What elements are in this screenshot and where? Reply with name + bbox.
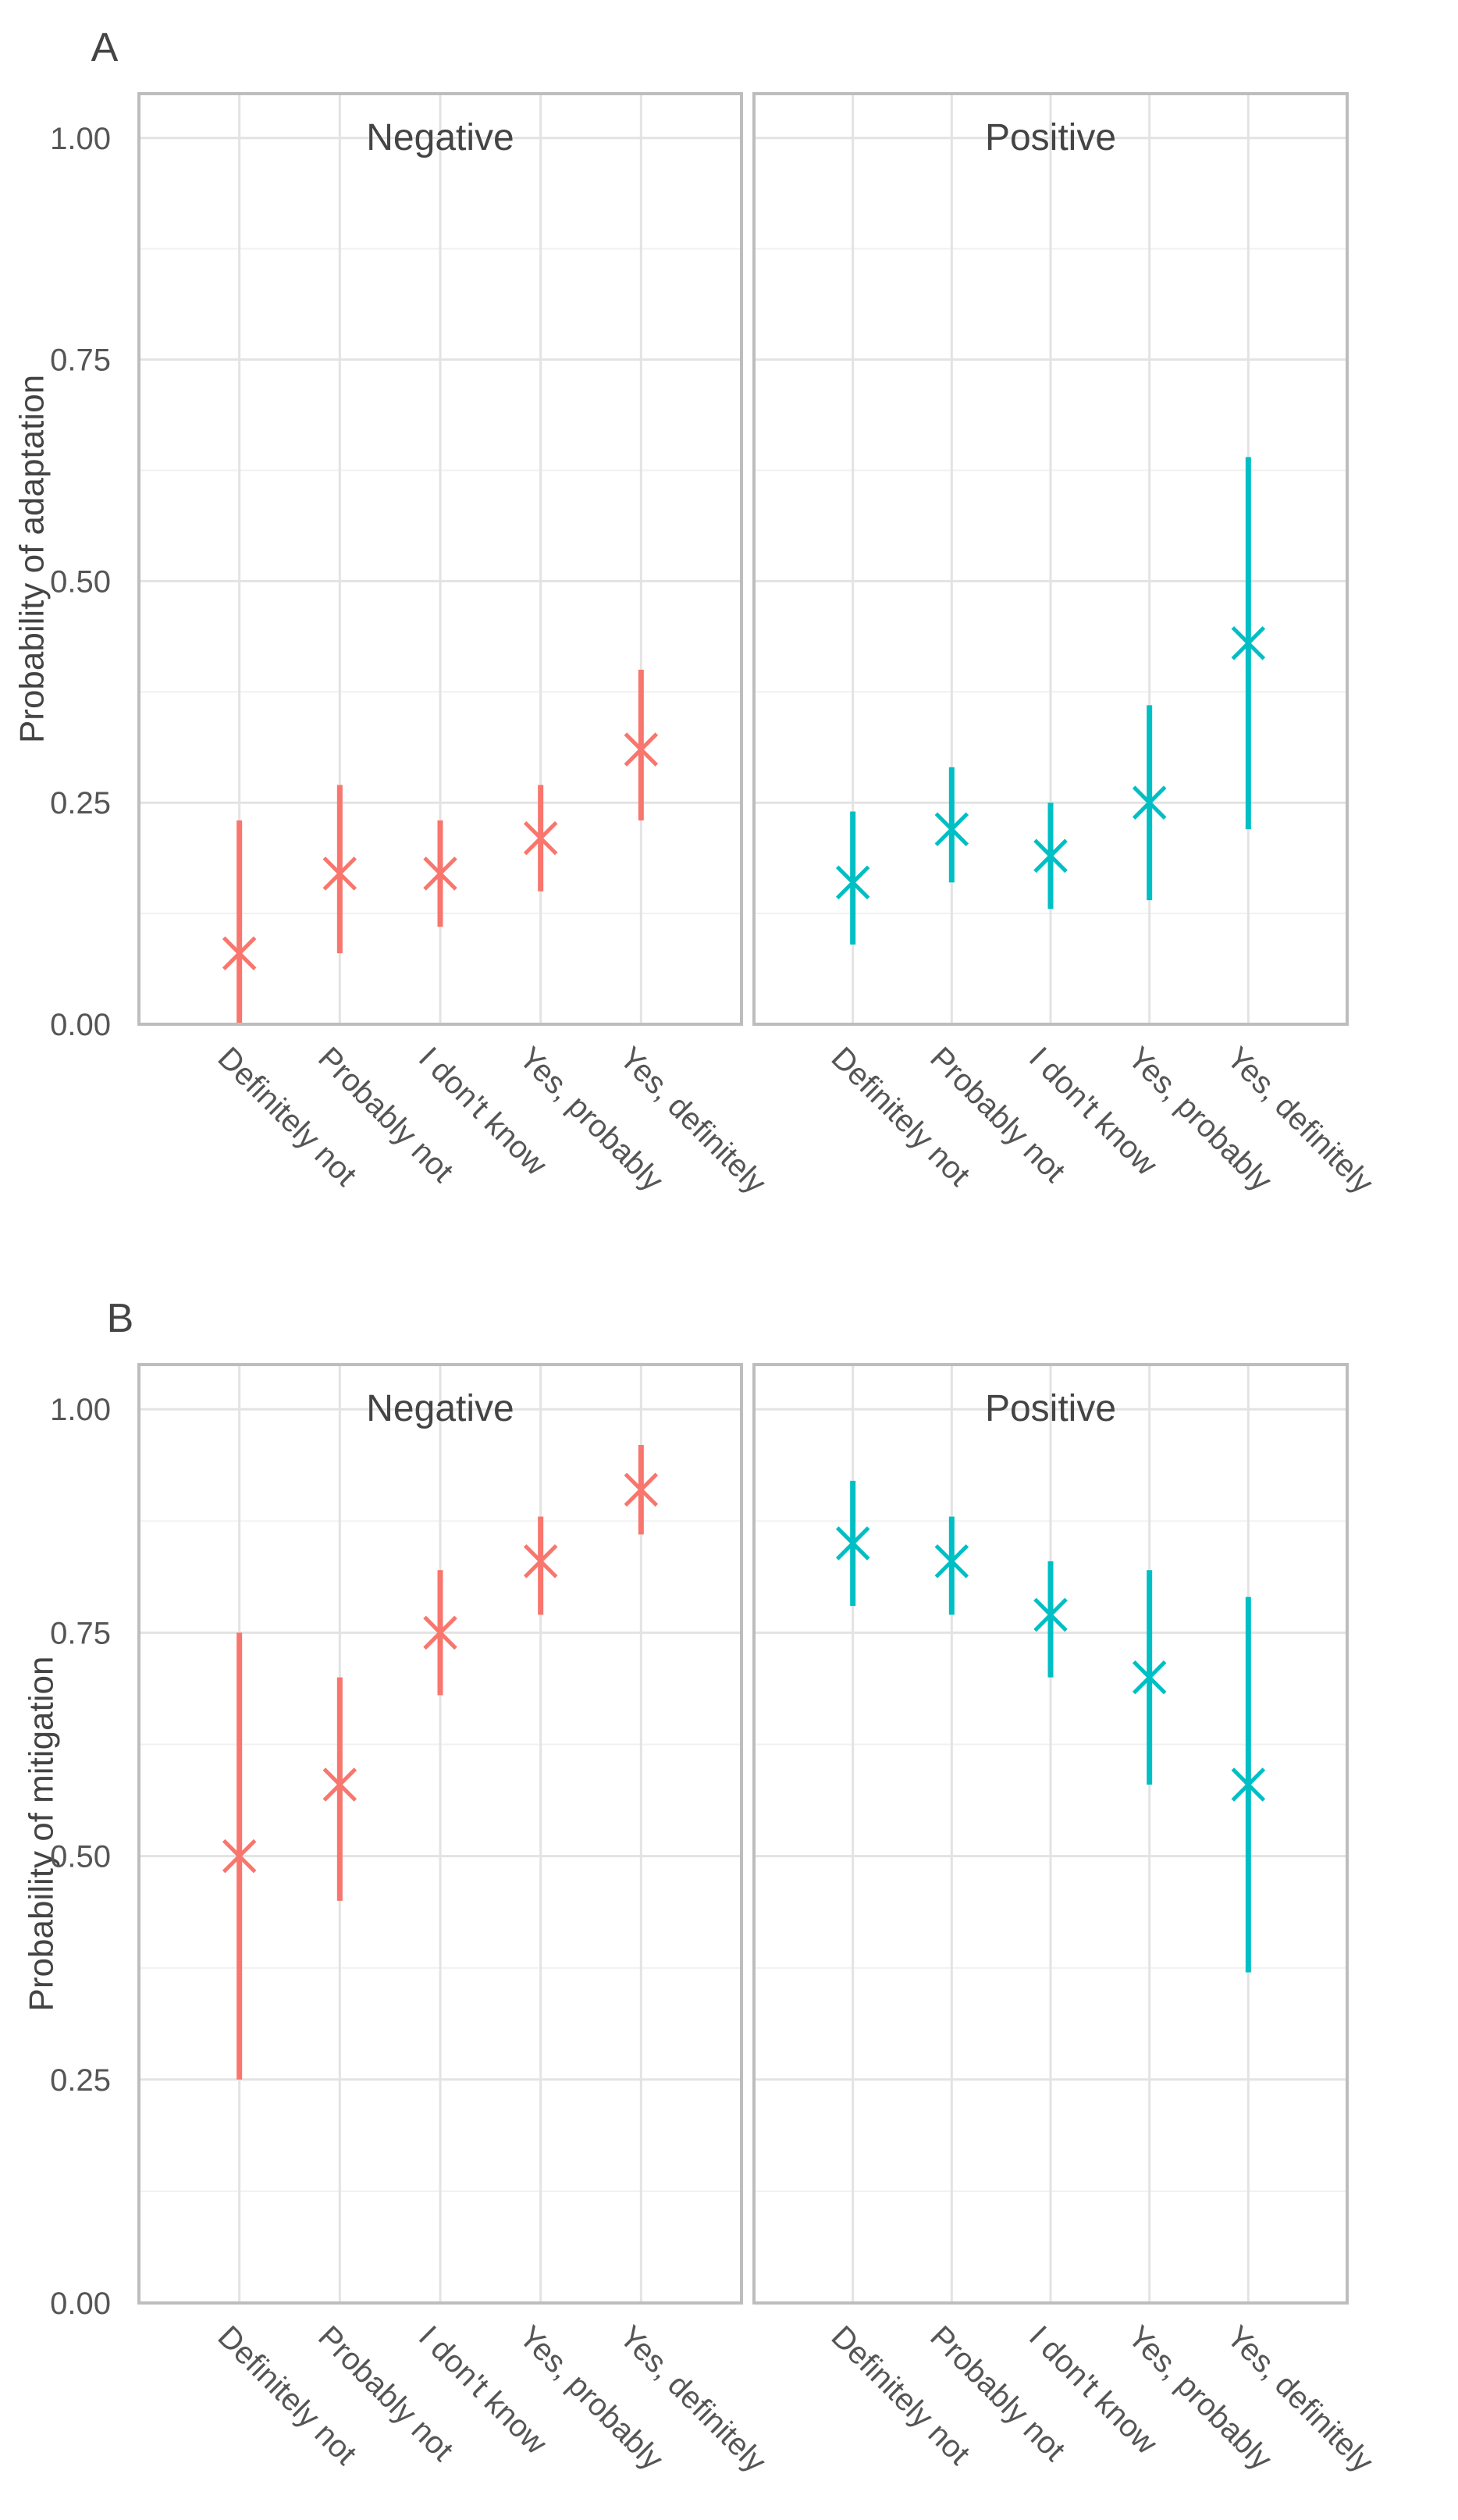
facet-label-positive: Positive xyxy=(985,117,1116,158)
facet-label-positive: Positive xyxy=(985,1388,1116,1429)
point-marker xyxy=(423,1614,457,1652)
point-marker xyxy=(423,855,457,893)
facet-label-negative: Negative xyxy=(366,1388,514,1429)
point-marker xyxy=(835,1524,870,1562)
panel-border xyxy=(752,1363,1349,2305)
point-marker xyxy=(1033,837,1068,875)
panel-border xyxy=(137,1363,743,2305)
y-tick-label: 0.75 xyxy=(50,343,111,378)
facet-label-negative: Negative xyxy=(366,117,514,158)
point-marker xyxy=(322,1766,357,1804)
point-marker xyxy=(222,934,257,973)
point-marker xyxy=(934,1542,969,1580)
point-marker xyxy=(523,1542,558,1580)
y-axis-title: Probability of mitigation xyxy=(23,1657,61,2012)
point-marker xyxy=(1132,784,1167,822)
point-marker xyxy=(835,863,870,902)
y-tick-label: 1.00 xyxy=(50,122,111,156)
panel-border xyxy=(752,92,1349,1026)
point-marker xyxy=(322,855,357,893)
point-marker xyxy=(523,819,558,857)
y-tick-label: 0.50 xyxy=(50,564,111,599)
point-marker xyxy=(1132,1658,1167,1696)
point-marker xyxy=(222,1837,257,1875)
y-tick-label: 0.00 xyxy=(50,1008,111,1042)
y-tick-label: 0.50 xyxy=(50,1840,111,1874)
y-axis-title: Probability of adaptation xyxy=(13,375,52,743)
panel-border xyxy=(137,92,743,1026)
y-tick-label: 0.25 xyxy=(50,786,111,820)
y-tick-label: 1.00 xyxy=(50,1393,111,1427)
panel-label: A xyxy=(91,25,119,70)
point-marker xyxy=(624,1471,659,1509)
y-tick-label: 0.25 xyxy=(50,2063,111,2098)
point-marker xyxy=(934,810,969,849)
y-tick-label: 0.75 xyxy=(50,1616,111,1650)
panel-label: B xyxy=(107,1296,134,1341)
point-marker xyxy=(1231,624,1266,662)
point-marker xyxy=(1231,1766,1266,1804)
point-marker xyxy=(1033,1596,1068,1634)
point-marker xyxy=(624,731,659,769)
y-tick-label: 0.00 xyxy=(50,2287,111,2321)
